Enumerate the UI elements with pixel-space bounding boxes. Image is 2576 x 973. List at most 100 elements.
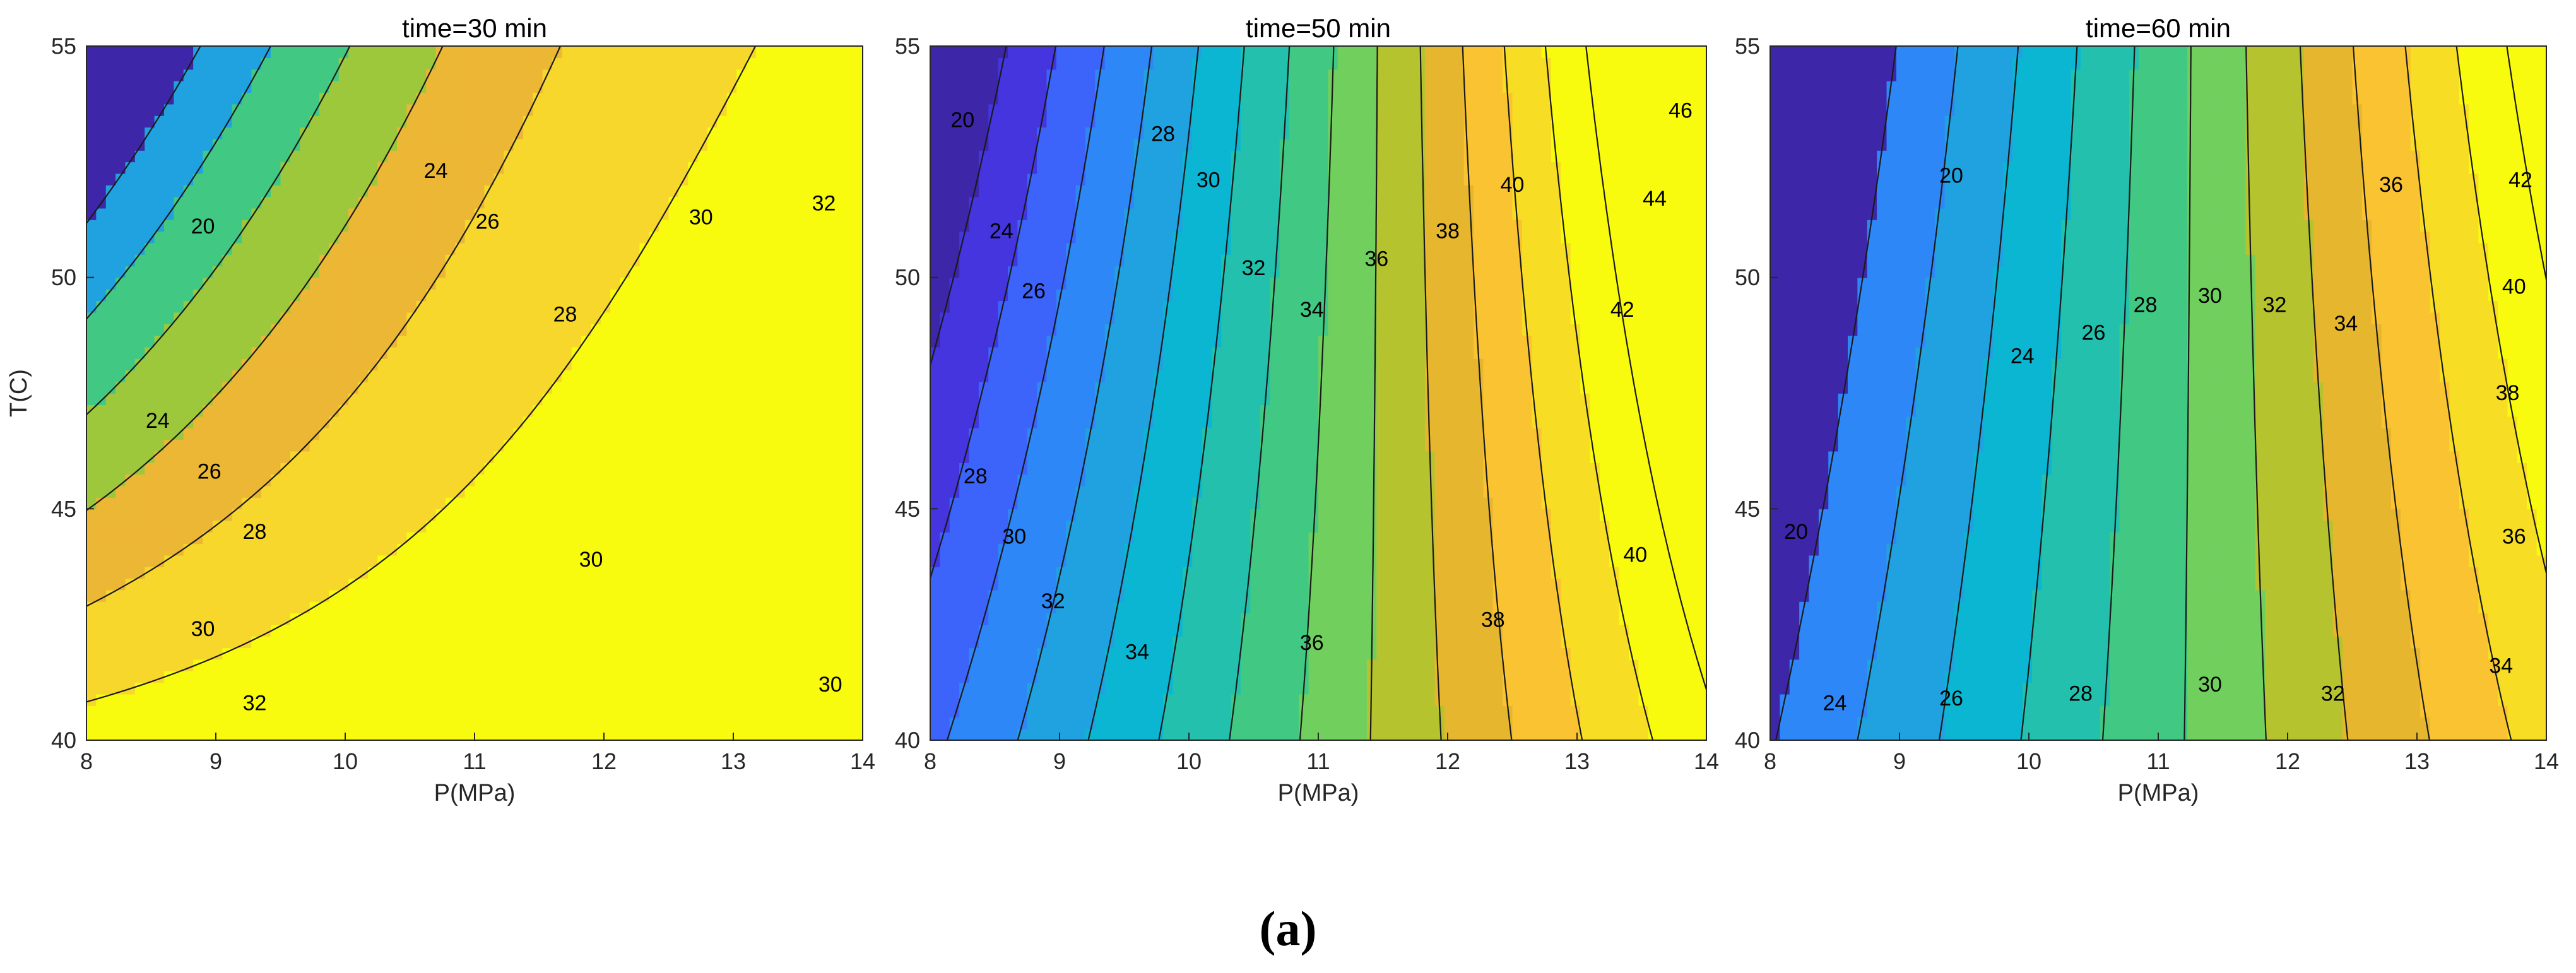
contour-cell [232, 92, 242, 105]
contour-cell [493, 555, 504, 567]
contour-cell [367, 196, 379, 209]
contour-cell [397, 717, 408, 729]
contour-cell [300, 578, 310, 591]
contour-cell [639, 428, 650, 440]
contour-cell [620, 220, 630, 232]
contour-cell [552, 578, 563, 591]
contour-cell [377, 220, 388, 232]
contour-cell [814, 659, 825, 671]
contour-cell [319, 289, 330, 302]
contour-cell [843, 671, 854, 683]
contour-cell [387, 567, 398, 579]
contour-cell [775, 115, 786, 128]
contour-cell [416, 324, 427, 336]
contour-cell [571, 624, 582, 637]
contour-cell [591, 428, 601, 440]
contour-cell [853, 589, 863, 602]
contour-cell [387, 381, 398, 394]
contour-cell [504, 335, 514, 348]
contour-cell [523, 46, 534, 59]
contour-cell [338, 728, 349, 741]
contour-cell [300, 404, 310, 417]
contour-cell [755, 69, 767, 81]
contour-cell [426, 393, 437, 406]
contour-cell [125, 115, 136, 128]
contour-cell [1211, 728, 1222, 741]
contour-cell [319, 543, 330, 556]
contour-cell [746, 162, 757, 174]
contour-cell [736, 381, 747, 394]
contour-cell [736, 103, 747, 116]
contour-cell [571, 92, 582, 105]
contour-cell [707, 324, 718, 336]
contour-cell [824, 404, 834, 417]
contour-cell [96, 485, 107, 498]
contour-cell [183, 451, 194, 463]
contour-cell [358, 404, 369, 417]
contour-cell [193, 220, 204, 232]
contour-cell [251, 346, 262, 359]
contour-cell [445, 717, 456, 729]
contour-cell [426, 439, 437, 452]
contour-cell [649, 404, 659, 417]
contour-cell [484, 277, 495, 290]
contour-cell [649, 173, 659, 186]
contour-cell [96, 266, 107, 278]
contour-cell [717, 220, 728, 232]
contour-cell [726, 324, 737, 336]
contour-cell [562, 242, 572, 255]
contour-cell [134, 277, 146, 290]
contour-cell [455, 393, 466, 406]
contour-value-label: 20 [191, 215, 215, 239]
contour-cell [978, 717, 990, 729]
contour-cell [193, 705, 204, 718]
contour-cell [824, 474, 834, 486]
contour-cell [639, 671, 650, 683]
contour-cell [610, 208, 621, 220]
contour-cell [746, 185, 757, 198]
contour-cell [426, 647, 437, 660]
contour-cell [795, 532, 805, 545]
contour-cell [562, 671, 572, 683]
contour-cell [212, 567, 223, 579]
contour-cell [338, 428, 349, 440]
contour-cell [377, 300, 388, 313]
contour-cell [242, 416, 252, 428]
contour-cell [795, 127, 805, 139]
contour-cell [542, 647, 553, 660]
contour-cell [358, 358, 369, 371]
contour-cell [387, 185, 398, 198]
contour-cell [571, 57, 582, 70]
contour-cell [843, 242, 854, 255]
contour-cell [125, 127, 136, 139]
contour-cell [523, 196, 534, 209]
contour-cell [736, 312, 747, 324]
contour-cell [435, 717, 446, 729]
contour-cell [329, 693, 340, 706]
contour-cell [1337, 717, 1348, 729]
contour-cell [504, 682, 514, 695]
contour-cell [96, 358, 107, 371]
contour-cell [620, 543, 630, 556]
contour-cell [688, 324, 699, 336]
contour-cell [455, 497, 466, 510]
contour-cell [212, 220, 223, 232]
contour-cell [717, 370, 728, 382]
contour-cell [678, 46, 689, 59]
contour-cell [697, 428, 708, 440]
contour-cell [678, 439, 689, 452]
contour-cell [96, 300, 107, 313]
contour-cell [804, 497, 815, 510]
contour-cell [105, 474, 116, 486]
contour-cell [426, 324, 437, 336]
contour-cell [475, 127, 485, 139]
contour-cell [309, 127, 320, 139]
contour-cell [86, 451, 97, 463]
contour-cell [367, 81, 379, 93]
contour-cell [455, 682, 466, 695]
contour-cell [387, 196, 398, 209]
contour-cell [154, 57, 165, 70]
contour-cell [203, 277, 213, 290]
contour-cell [358, 636, 369, 649]
contour-cell [523, 138, 534, 151]
